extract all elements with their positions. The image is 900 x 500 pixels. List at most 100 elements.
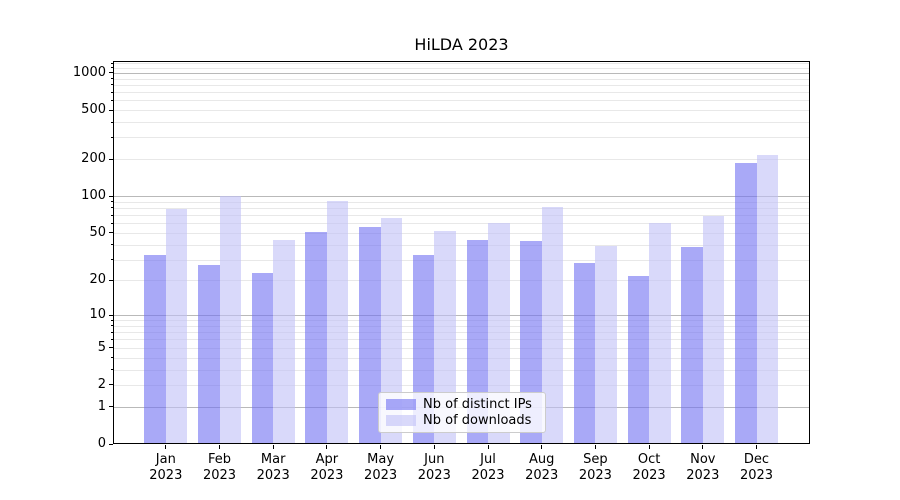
bar-downloads-Jul [488,223,510,444]
bar-downloads-Feb [219,196,241,444]
ytick-minor-mark-400 [111,121,113,123]
ytick-minor-mark-80 [111,207,113,209]
xtick-label-Oct: Oct 2023 [609,452,689,483]
ytick-minor-mark-3 [111,369,113,371]
xtick-month-Jul: Jul [480,452,496,467]
gridline-minor-600 [114,100,809,102]
xtick-mark-Feb [219,444,220,449]
ytick-label-200: 200 [81,151,106,167]
gridline-minor-1200 [114,63,809,65]
ytick-mark-10 [109,314,113,316]
ytick-minor-mark-8 [111,325,113,327]
bar-distinct-ips-Mar [251,273,274,444]
gridline-minor-40 [114,244,809,246]
bar-distinct-ips-Oct [627,275,650,444]
ytick-minor-mark-60 [111,222,113,224]
bar-distinct-ips-May [359,226,381,444]
gridline-minor-1100 [114,67,809,69]
xtick-label-Nov: Nov 2023 [663,452,743,483]
xtick-label-Apr: Apr 2023 [287,452,367,483]
gridline-minor-5 [114,347,809,349]
xtick-label-Mar: Mar 2023 [233,452,313,483]
gridline-minor-2 [114,384,809,386]
xtick-month-Oct: Oct [637,452,661,467]
ytick-label-500: 500 [81,102,106,118]
gridline-minor-900 [114,78,809,80]
ytick-minor-mark-50 [111,232,113,234]
ytick-mark-1000 [109,72,113,74]
xtick-mark-Dec [756,444,757,449]
gridline-minor-8 [114,325,809,327]
gridline-major-1000 [114,72,809,74]
gridline-major-100 [114,196,809,198]
gridline-minor-700 [114,92,809,94]
bar-distinct-ips-Apr [305,231,327,444]
xtick-mark-Nov [702,444,704,449]
xtick-mark-Sep [594,444,596,449]
legend: Nb of distinct IPs Nb of downloads [378,392,546,433]
xtick-mark-Aug [541,444,543,449]
ytick-label-100: 100 [81,188,106,204]
xtick-mark-Mar [272,444,274,449]
xtick-year-Dec: 2023 [739,467,774,483]
xtick-year-Apr: 2023 [310,467,344,483]
xtick-label-Dec: Dec 2023 [717,452,797,483]
xtick-label-May: May 2023 [341,452,421,483]
ytick-minor-mark-20 [111,279,113,281]
ytick-label-0: 0 [97,436,106,451]
gridline-minor-90 [114,201,809,203]
xtick-mark-Jan [165,444,167,449]
xtick-month-Sep: Sep [583,452,608,467]
bar-downloads-Sep [595,245,617,444]
ytick-minor-mark-1100 [111,67,113,69]
gridline-major-10 [114,315,809,317]
xtick-month-Jan: Jan [155,452,176,467]
bar-distinct-ips-Feb [198,265,220,444]
xtick-year-Feb: 2023 [202,467,237,483]
xtick-year-Oct: 2023 [632,467,666,483]
xtick-label-Sep: Sep 2023 [555,452,635,483]
ytick-label-5: 5 [97,339,106,355]
gridline-minor-9 [114,320,809,322]
xtick-month-Mar: Mar [260,452,286,467]
gridline-minor-20 [114,280,809,282]
legend-label-downloads: Nb of downloads [423,413,532,429]
ytick-mark-100 [109,195,113,197]
gridline-minor-80 [114,207,809,209]
bar-downloads-May [380,218,403,444]
xtick-month-Aug: Aug [528,452,555,467]
bar-distinct-ips-Nov [681,247,703,444]
legend-item-distinct-ips: Nb of distinct IPs [386,397,538,412]
xtick-year-Jul: 2023 [471,467,505,483]
ytick-minor-mark-9 [111,319,113,321]
ytick-minor-mark-40 [111,244,113,246]
xtick-mark-Apr [326,444,328,449]
bar-distinct-ips-Jan [144,254,166,444]
gridline-minor-200 [114,159,809,161]
xtick-month-Feb: Feb [207,452,232,467]
ytick-label-2: 2 [97,376,106,392]
legend-swatch-distinct-ips [386,398,416,410]
xtick-year-May: 2023 [364,467,398,483]
xtick-year-Jun: 2023 [417,467,451,483]
bar-distinct-ips-Dec [735,163,757,444]
xtick-year-Aug: 2023 [525,467,559,483]
xtick-mark-Jun [433,444,435,449]
ytick-minor-mark-800 [111,84,113,86]
gridline-minor-4 [114,357,809,359]
bar-downloads-Apr [326,200,349,444]
ytick-minor-mark-200 [111,158,113,160]
xtick-label-Jun: Jun 2023 [394,452,474,483]
xtick-year-Nov: 2023 [686,467,720,483]
bar-downloads-Mar [273,239,295,444]
ytick-minor-mark-700 [111,91,113,93]
legend-label-distinct-ips: Nb of distinct IPs [423,396,532,412]
ytick-minor-mark-900 [111,78,113,80]
xtick-month-Jun: Jun [424,452,445,467]
bar-downloads-Aug [541,206,564,444]
ytick-minor-mark-1200 [111,62,113,64]
ytick-minor-mark-4 [111,357,113,359]
xtick-label-Jan: Jan 2023 [126,452,206,483]
ytick-minor-mark-6 [111,338,113,340]
